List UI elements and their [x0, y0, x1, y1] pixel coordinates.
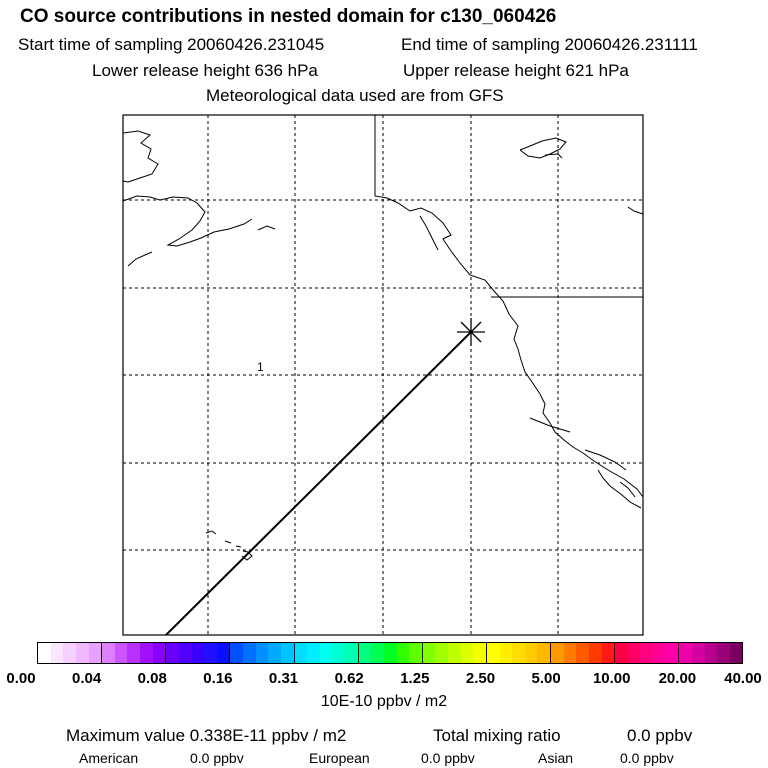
- color-swatch: [615, 643, 628, 663]
- color-swatch: [294, 643, 308, 663]
- total-mixing-value: 0.0 ppbv: [627, 726, 693, 745]
- color-scale-tick-label: 1.25: [400, 670, 430, 687]
- trajectory-line: [165, 331, 472, 636]
- color-swatch: [524, 643, 538, 663]
- color-swatch: [627, 643, 641, 663]
- lat-lon-grid: [123, 115, 643, 635]
- color-scale-units: 10E-10 ppbv / m2: [320, 693, 448, 710]
- color-swatch: [345, 643, 359, 663]
- color-swatch: [704, 643, 718, 663]
- color-swatch: [243, 643, 256, 663]
- american-label: American: [79, 750, 139, 766]
- map-frame: [122, 114, 644, 636]
- color-swatch: [653, 643, 666, 663]
- color-swatch: [422, 643, 436, 663]
- american-value: 0.0 ppbv: [190, 750, 244, 766]
- asian-value: 0.0 ppbv: [620, 750, 674, 766]
- color-swatch: [166, 643, 179, 663]
- upper-release-label: Upper release height 621 hPa: [403, 61, 629, 80]
- european-value: 0.0 ppbv: [421, 750, 475, 766]
- color-swatch: [204, 643, 217, 663]
- color-swatch: [255, 643, 269, 663]
- lower-release-label: Lower release height 636 hPa: [92, 61, 318, 80]
- color-swatch: [280, 643, 295, 663]
- release-point-marker: [457, 318, 485, 346]
- color-swatch: [88, 643, 103, 663]
- max-value-label: Maximum value 0.338E-11 ppbv / m2: [66, 726, 347, 745]
- color-swatch: [102, 643, 115, 663]
- plot-title: CO source contributions in nested domain…: [20, 6, 557, 27]
- color-swatch: [691, 643, 705, 663]
- color-swatch: [563, 643, 577, 663]
- color-swatch: [358, 643, 372, 663]
- color-swatch: [319, 643, 333, 663]
- color-swatch: [435, 643, 448, 663]
- contour-label: 1: [257, 360, 264, 374]
- met-data-label: Meteorological data used are from GFS: [206, 86, 504, 105]
- color-swatch: [127, 643, 140, 663]
- color-swatch: [460, 643, 474, 663]
- color-swatch: [679, 643, 692, 663]
- asian-label: Asian: [538, 750, 574, 766]
- color-scale-tick-label: 0.04: [72, 670, 102, 687]
- color-swatch: [588, 643, 602, 663]
- color-scale-tick-label: 0.16: [203, 670, 233, 687]
- color-swatch: [640, 643, 653, 663]
- color-swatch: [512, 643, 525, 663]
- color-swatch: [717, 643, 730, 663]
- political-boundaries: [491, 296, 643, 433]
- color-scale-tick-label: 5.00: [531, 670, 561, 687]
- color-swatch: [371, 643, 384, 663]
- color-swatch: [114, 643, 128, 663]
- color-scale-tick-label: 0.31: [268, 670, 299, 687]
- total-mixing-label: Total mixing ratio: [433, 726, 561, 745]
- color-scale-tick-label: 2.50: [465, 670, 496, 687]
- color-swatch: [38, 643, 51, 663]
- color-swatch: [191, 643, 205, 663]
- color-swatch: [729, 643, 743, 663]
- european-label: European: [309, 750, 370, 766]
- hawaii-islands: [205, 530, 253, 561]
- color-swatch: [230, 643, 243, 663]
- color-scale-tick-label: 0.00: [6, 670, 36, 687]
- color-swatch: [409, 643, 423, 663]
- color-swatch: [551, 643, 564, 663]
- color-scale-tick-label: 0.08: [137, 670, 167, 687]
- color-scale-tick-label: 10.00: [592, 670, 631, 687]
- color-swatch: [307, 643, 320, 663]
- color-swatch: [63, 643, 76, 663]
- color-swatch: [396, 643, 410, 663]
- color-swatch: [383, 643, 397, 663]
- color-swatch: [140, 643, 153, 663]
- color-swatch: [665, 643, 680, 663]
- color-swatch: [448, 643, 461, 663]
- color-swatch: [537, 643, 551, 663]
- color-swatch: [473, 643, 487, 663]
- color-swatch: [332, 643, 345, 663]
- start-time-label: Start time of sampling 20060426.231045: [18, 35, 325, 54]
- color-swatch: [499, 643, 513, 663]
- color-scale-tick-label: 40.00: [724, 670, 762, 687]
- color-swatch: [486, 643, 500, 663]
- color-swatch: [576, 643, 589, 663]
- color-swatch: [75, 643, 89, 663]
- color-swatch: [601, 643, 616, 663]
- coastline: [122, 115, 644, 509]
- end-time-label: End time of sampling 20060426.231111: [401, 35, 698, 54]
- color-scale-tick-label: 0.62: [334, 670, 364, 687]
- color-swatch: [216, 643, 231, 663]
- color-scale-bar: [37, 642, 743, 664]
- color-swatch: [178, 643, 192, 663]
- color-scale-tick-label: 20.00: [658, 670, 697, 687]
- color-swatch: [50, 643, 64, 663]
- color-swatch: [268, 643, 281, 663]
- color-swatch: [152, 643, 167, 663]
